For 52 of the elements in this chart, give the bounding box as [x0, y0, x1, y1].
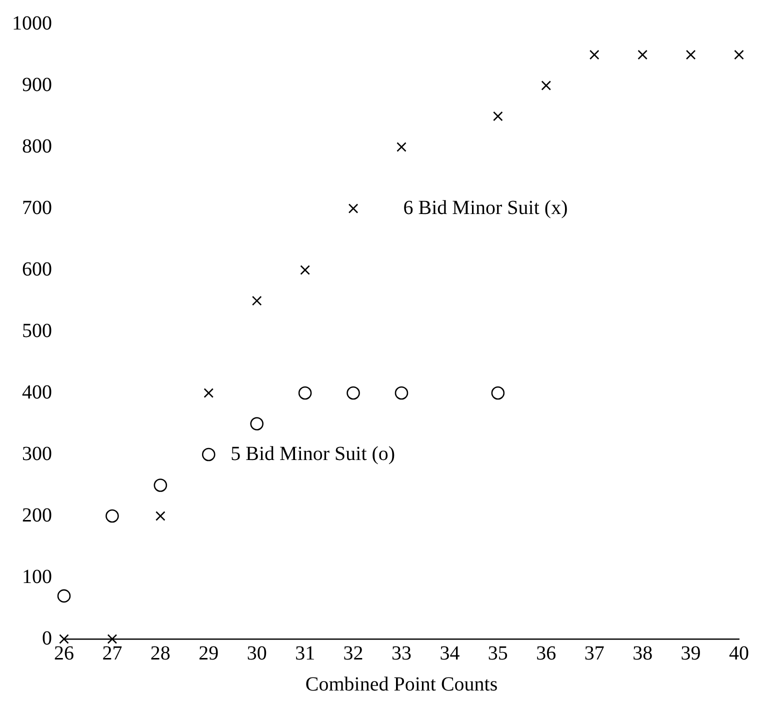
- point: [638, 50, 648, 60]
- point: [202, 448, 216, 462]
- point: [348, 204, 358, 214]
- point: [250, 417, 264, 430]
- x-tick-label: 37: [584, 642, 604, 664]
- point: [107, 634, 118, 644]
- y-tick-label: 600: [22, 258, 52, 280]
- point: [589, 50, 600, 60]
- point: [252, 296, 262, 306]
- point: [57, 589, 71, 603]
- x-tick-label: 32: [343, 642, 364, 664]
- x-tick-label: 28: [150, 642, 170, 664]
- point: [59, 634, 69, 644]
- point: [154, 478, 168, 492]
- y-tick-label: 300: [22, 442, 52, 465]
- y-tick-label: 200: [22, 504, 52, 526]
- y-tick-label: 100: [22, 566, 52, 588]
- x-tick-label: 30: [246, 642, 267, 664]
- point: [156, 511, 166, 521]
- x-tick-label: 40: [729, 642, 749, 664]
- point: [204, 388, 214, 398]
- x-tick-label: 39: [680, 642, 701, 664]
- x-tick-label: 31: [295, 642, 316, 664]
- y-tick-label: 400: [22, 381, 52, 404]
- point: [300, 265, 310, 275]
- series-label: 5 Bid Minor Suit (o): [230, 442, 396, 465]
- point: [298, 386, 312, 400]
- y-tick-label: 900: [22, 74, 52, 96]
- x-axis-title: Combined Point Counts: [305, 673, 498, 696]
- x-tick-label: 34: [440, 642, 460, 664]
- y-tick-label: 800: [22, 135, 52, 158]
- point: [493, 111, 503, 122]
- y-tick-label: 0: [42, 627, 52, 650]
- x-tick-label: 35: [488, 642, 508, 664]
- x-tick-label: 27: [102, 642, 122, 664]
- x-tick-label: 38: [632, 642, 653, 664]
- point: [396, 142, 406, 152]
- x-tick-label: 36: [536, 642, 556, 664]
- x-tick-label: 29: [198, 642, 219, 664]
- y-tick-label: 700: [22, 196, 52, 219]
- point: [346, 386, 360, 400]
- point: [106, 509, 119, 523]
- text: 6 Bid Minor Suit (x): [403, 196, 568, 219]
- point: [734, 50, 744, 60]
- point: [541, 80, 552, 90]
- y-tick-label: 500: [22, 320, 52, 342]
- y-tick-label: 1000: [12, 12, 52, 34]
- point: [394, 386, 408, 400]
- x-tick-label: 33: [392, 642, 412, 664]
- point: [686, 50, 696, 60]
- point: [491, 386, 505, 400]
- x-tick-label: 26: [54, 642, 74, 664]
